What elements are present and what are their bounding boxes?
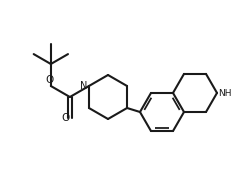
Text: O: O <box>45 75 53 85</box>
Text: NH: NH <box>217 89 231 98</box>
Text: N: N <box>79 81 87 91</box>
Text: O: O <box>61 113 70 123</box>
